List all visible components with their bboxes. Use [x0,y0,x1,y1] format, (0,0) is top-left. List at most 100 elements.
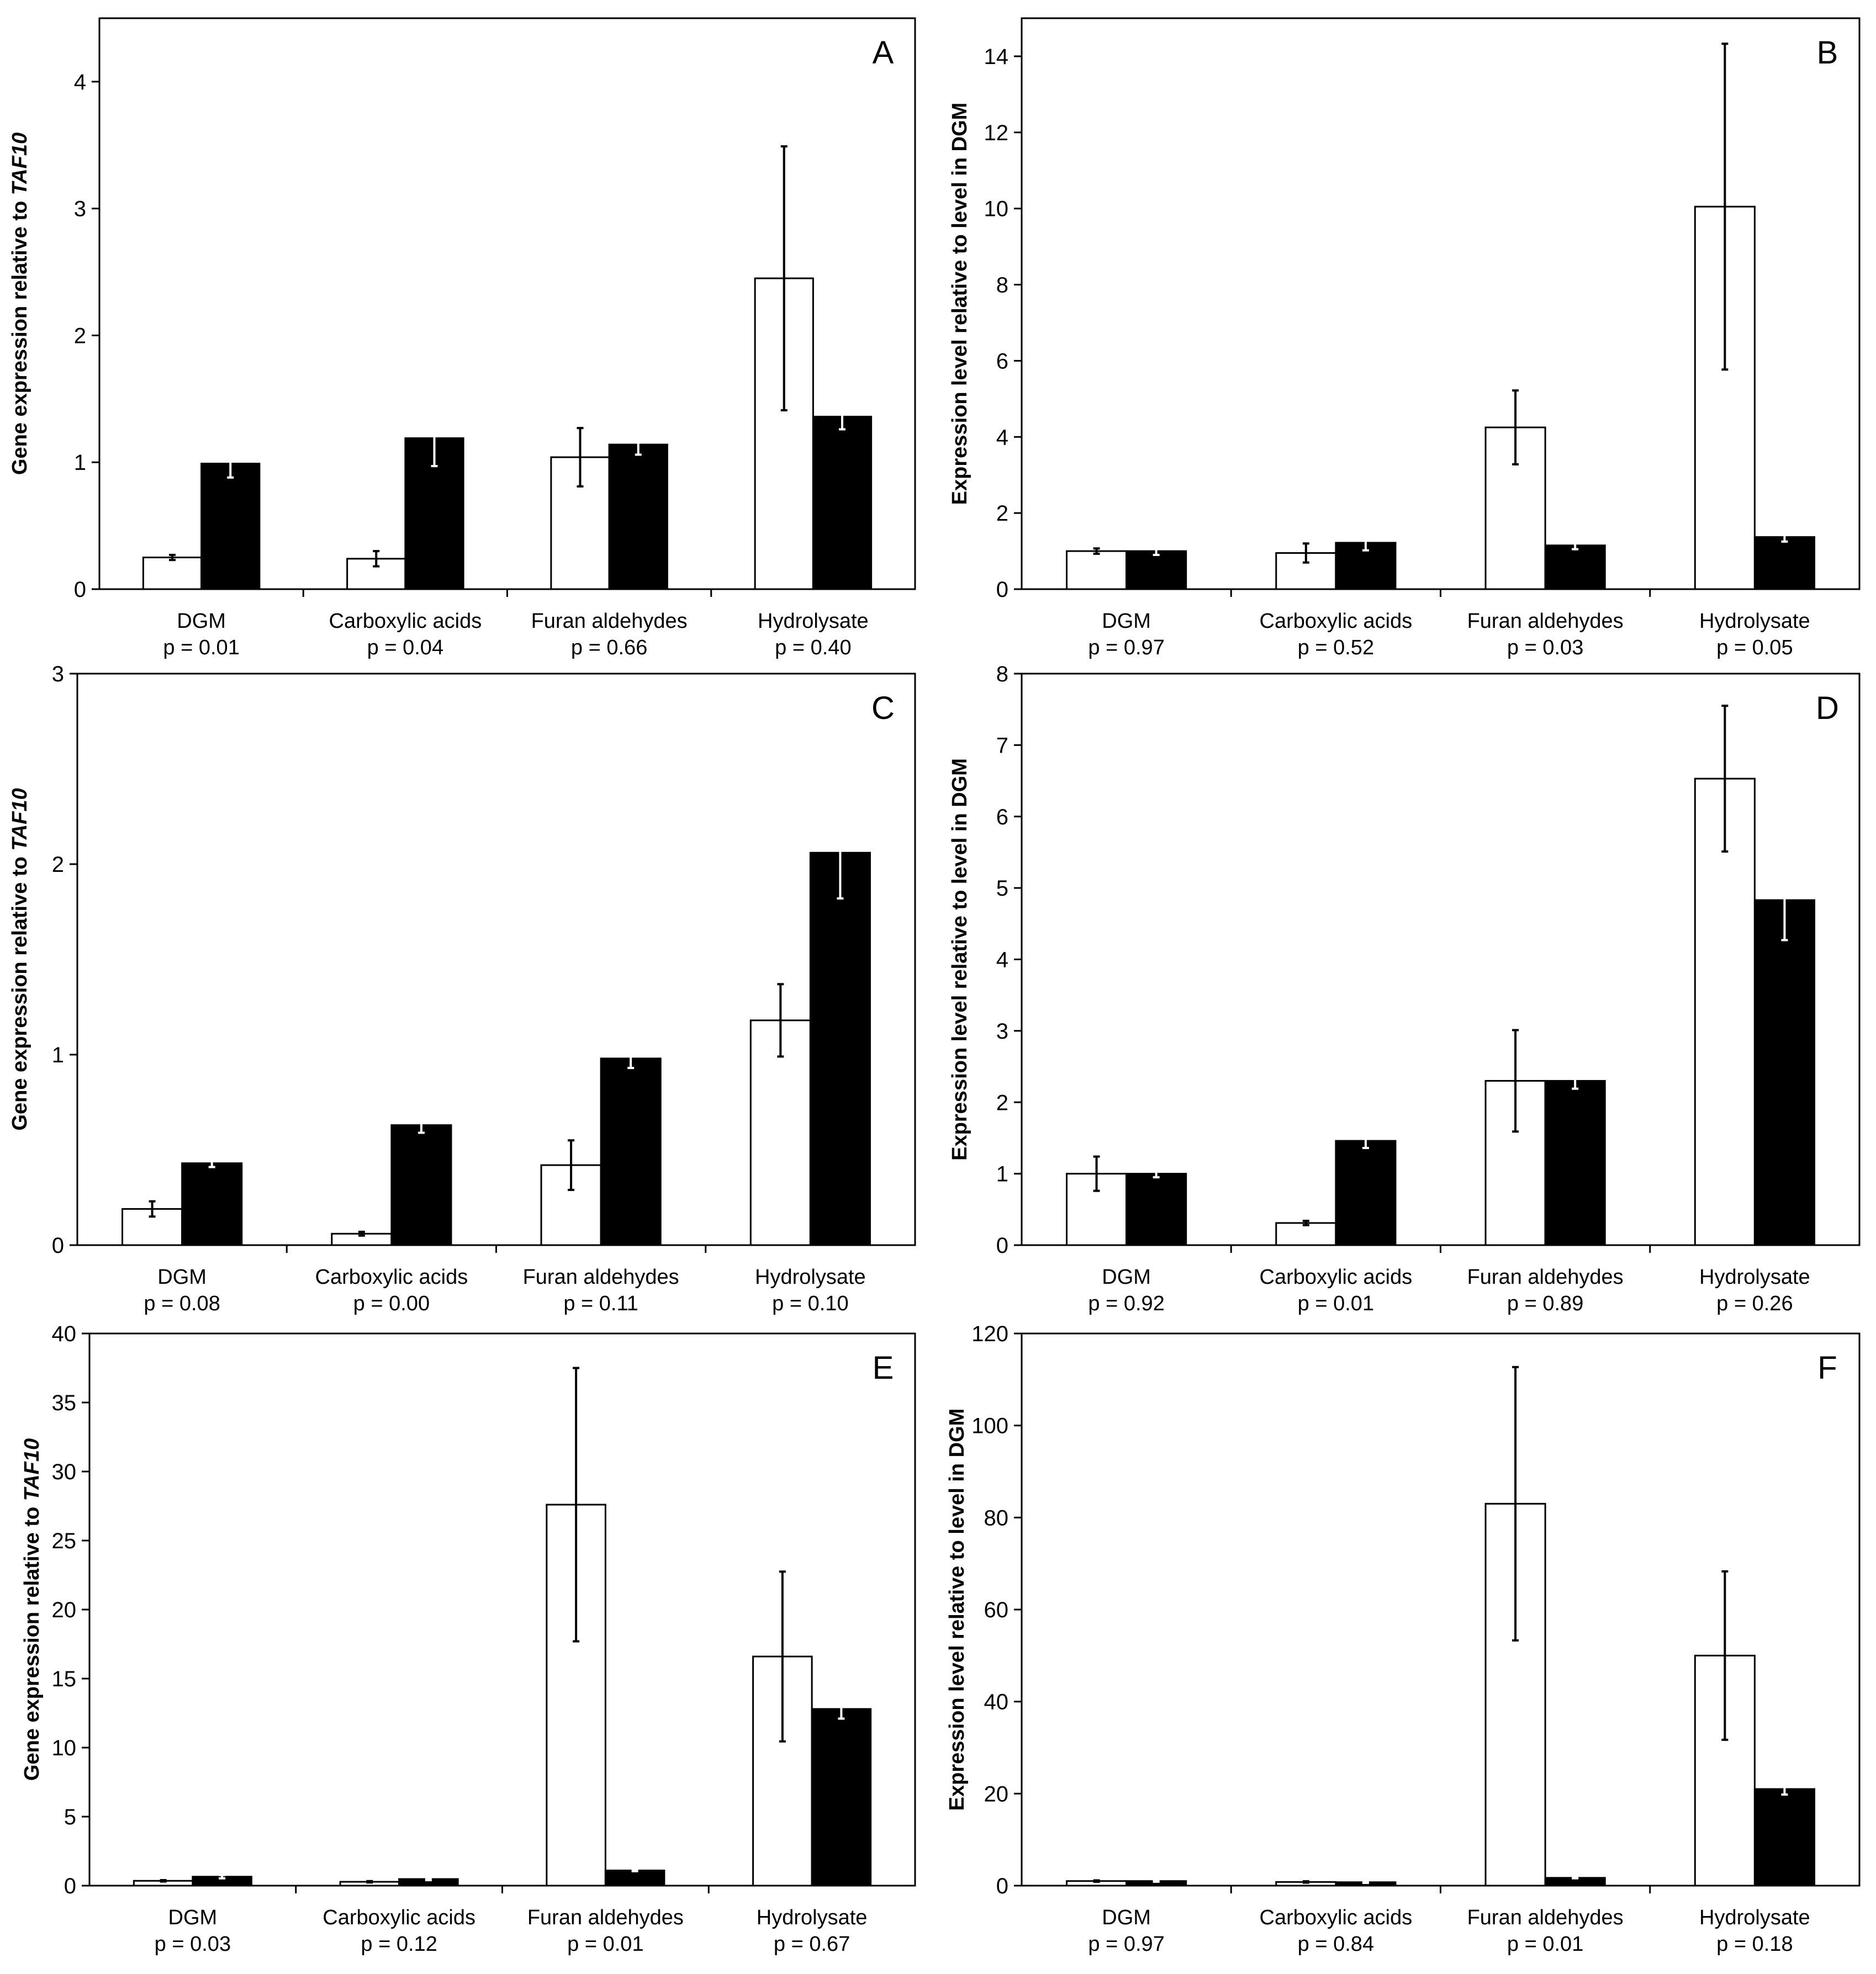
panel-a-errorbar-white-0 [169,553,176,562]
panel-a-bar-black-3 [812,416,873,590]
panel-d-errorbar-white-1 [1302,1220,1309,1226]
panel-e-ytick-label-6: 30 [52,1460,77,1484]
panel-c-bar-black-1 [390,1124,452,1246]
panel-d-ytick-label-5: 5 [996,876,1008,901]
panel-f-errorbar-white-0 [1093,1879,1100,1883]
panel-c-category-label-3: Hydrolysate [755,1266,866,1289]
panel-e-category-label-3: Hydrolysate [757,1906,868,1929]
panel-d-category-label-0: DGM [1102,1266,1151,1289]
panel-c-y-axis-title: Gene expression relative to TAF10 [8,788,31,1130]
panel-b-ytick-label-3: 6 [996,349,1008,373]
panel-d-errorbar-white-3 [1721,705,1729,853]
panel-d-y-axis-title: Expression level relative to level in DG… [948,758,971,1161]
panel-d-errorbar-black-3 [1781,859,1788,941]
panel-b-letter: B [1817,35,1838,71]
panel-f: 0 20 40 60 80 100 120 Expression level relative… [945,1322,1861,1956]
panel-d-bar-white-1 [1275,1222,1337,1246]
panel-b-ytick-label-0: 0 [996,578,1008,602]
panel-f-y-axis-title: Expression level relative to level in DG… [945,1409,969,1811]
panel-d-pvalue-1: p = 0.01 [1298,1292,1374,1315]
panel-f-category-label-1: Carboxylic acids [1260,1906,1413,1929]
panel-a-bar-white-0 [142,557,203,590]
panel-e-errorbar-black-1 [425,1877,432,1881]
panel-d-ytick-label-6: 6 [996,805,1008,829]
panel-b-errorbar-black-2 [1572,540,1579,551]
panel-e-errorbar-white-0 [160,1879,167,1883]
panel-e-y-axis-title-gene: TAF10 [20,1438,44,1501]
panel-a-errorbar-black-3 [838,403,845,431]
panel-c-errorbar-white-3 [777,983,784,1058]
panel-b-errorbar-black-1 [1362,534,1369,552]
panel-b-bar-black-3 [1753,536,1815,590]
panel-d-category-label-1: Carboxylic acids [1260,1266,1413,1289]
panel-e-y-axis-title: Gene expression relative to TAF10 [20,1438,44,1781]
panel-d-ytick-label-3: 3 [996,1019,1008,1044]
panel-e-ytick-label-2: 10 [52,1736,77,1760]
panel-f-errorbar-white-2 [1512,1366,1519,1642]
panel-f-ytick-label-3: 60 [984,1598,1009,1622]
panel-c-pvalue-1: p = 0.00 [353,1292,430,1315]
panel-a-ytick-label-2: 2 [74,324,86,348]
panel-e-errorbar-black-3 [838,1698,845,1720]
panel-a-bar-black-0 [200,463,261,590]
panel-b-errorbar-white-3 [1721,43,1729,371]
panel-c-category-label-1: Carboxylic acids [315,1266,468,1289]
panel-e-ytick-label-3: 15 [52,1667,77,1691]
panel-e-errorbar-white-2 [573,1367,580,1643]
panel-f-ytick-label-6: 120 [971,1322,1008,1346]
panel-d-bar-black-3 [1753,899,1815,1246]
panel-d-pvalue-3: p = 0.26 [1716,1292,1793,1315]
panel-a-bar-black-2 [608,443,668,590]
panel-a-ytick-label-1: 1 [74,451,86,475]
panel-a-category-label-3: Hydrolysate [758,610,869,633]
panel-f-category-label-2: Furan aldehydes [1467,1906,1624,1929]
panel-d-errorbar-black-2 [1572,1072,1579,1090]
panel-d-ytick-label-7: 7 [996,733,1008,758]
panel-b-bar-white-0 [1066,550,1128,590]
panel-d-bar-black-0 [1125,1173,1187,1246]
panel-f-errorbar-black-2 [1572,1876,1579,1880]
panel-d-errorbar-black-1 [1362,1132,1369,1150]
panel-b-bar-black-2 [1544,544,1606,590]
panel-b-errorbar-white-1 [1302,542,1309,564]
panel-d-errorbar-white-2 [1512,1029,1519,1133]
panel-c-ytick-label-2: 2 [52,853,64,877]
panel-c-ytick-label-0: 0 [52,1234,64,1258]
panel-c-letter: C [871,690,895,726]
panel-b-pvalue-3: p = 0.05 [1716,636,1793,659]
panel-c-errorbar-black-1 [418,1116,425,1134]
panel-f-ytick-label-2: 40 [984,1690,1009,1714]
panel-e-letter: E [873,1350,894,1386]
panel-e-errorbar-white-3 [779,1570,786,1743]
panel-e-ytick-label-4: 20 [52,1598,77,1622]
panel-a-pvalue-0: p = 0.01 [163,636,239,659]
panel-b-ytick-label-2: 4 [996,425,1008,449]
panel-b-ytick-label-1: 2 [996,501,1008,526]
panel-f-errorbar-white-1 [1302,1880,1309,1884]
panel-c-pvalue-0: p = 0.08 [144,1292,220,1315]
panel-b: 0 2 4 6 8 10 12 14 Expression level relative to … [948,17,1861,659]
panel-c-category-label-0: DGM [157,1266,207,1289]
panel-b-bar-black-0 [1125,550,1187,590]
panel-f-ytick-label-4: 80 [984,1506,1009,1530]
panel-e-ytick-label-0: 0 [64,1874,76,1898]
panel-d-pvalue-0: p = 0.92 [1088,1292,1164,1315]
panel-d-errorbar-white-0 [1093,1155,1100,1192]
panel-e-category-label-1: Carboxylic acids [323,1906,475,1929]
panel-d-ytick-label-1: 1 [996,1162,1008,1187]
panel-b-category-label-1: Carboxylic acids [1260,610,1413,633]
panel-e-pvalue-1: p = 0.12 [361,1933,437,1956]
panel-a-errorbar-white-3 [780,145,788,412]
panel-e-ytick-label-1: 5 [64,1805,76,1829]
panel-a-ytick-label-0: 0 [74,578,86,602]
panel-c-bar-black-0 [181,1162,243,1246]
panel-d-bar-black-1 [1335,1140,1397,1246]
panel-f-ytick-label-0: 0 [996,1874,1008,1898]
panel-d-ytick-label-4: 4 [996,948,1008,972]
panel-b-ytick-label-7: 14 [984,45,1009,69]
panel-f-errorbar-white-3 [1721,1570,1729,1741]
panel-e-errorbar-white-1 [366,1880,373,1884]
panel-a-ytick-label-4: 4 [74,70,86,94]
panel-c-ytick-label-3: 3 [52,662,64,686]
